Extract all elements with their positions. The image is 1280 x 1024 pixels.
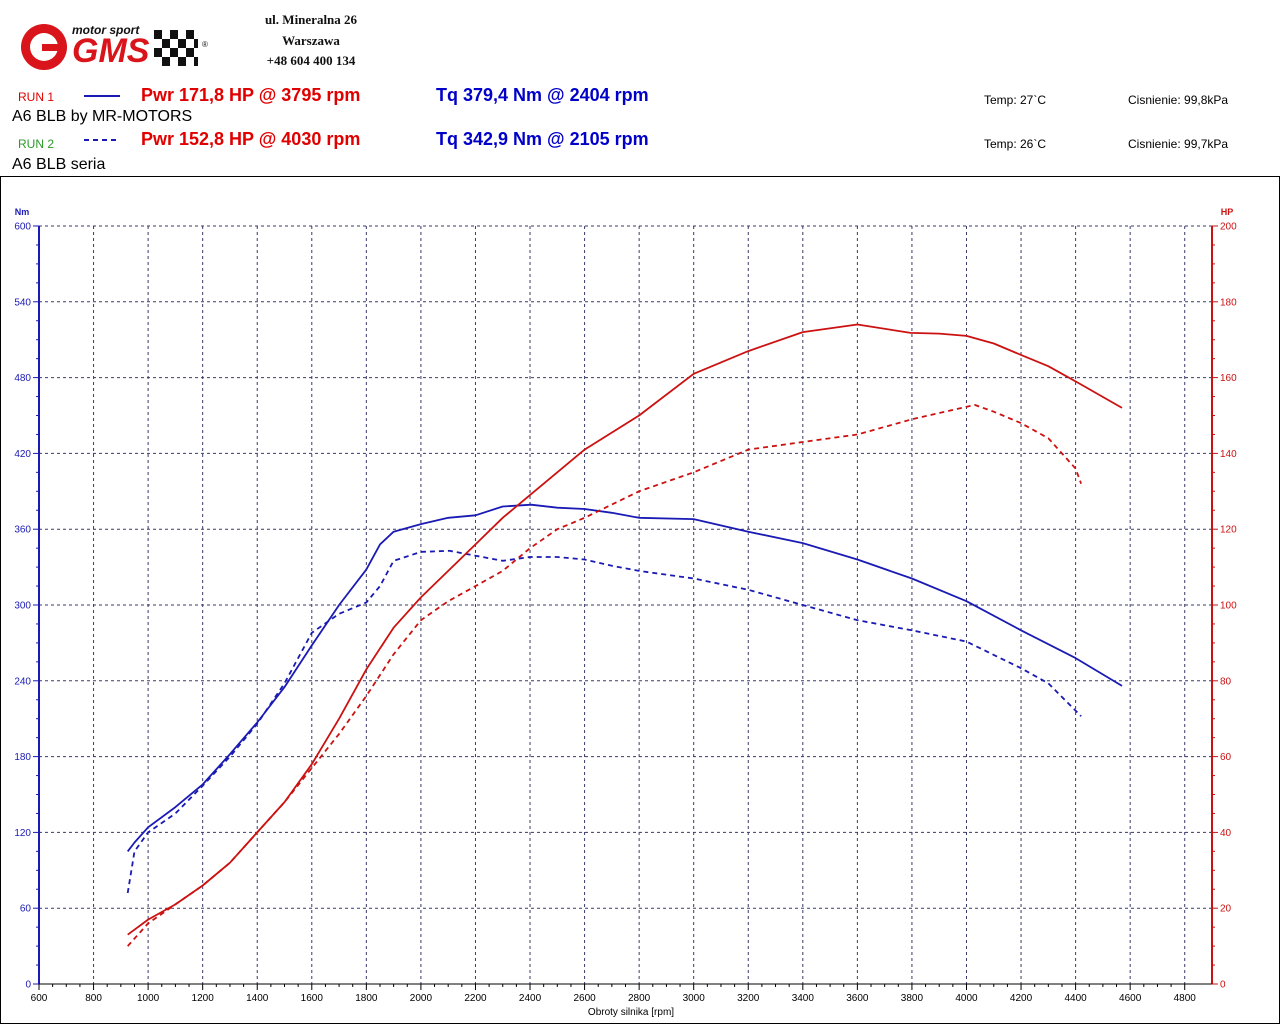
run2-label: RUN 2 [18,137,55,151]
run2-power-line [127,403,1082,947]
x-tick-label: 4000 [955,993,978,1004]
y-right-tick-label: 60 [1220,752,1232,763]
x-tick-label: 800 [85,993,102,1004]
logo-main-text: GMS [72,32,150,70]
chart-axes: 0601201802403003604204805406000204060801… [14,222,1237,1005]
x-tick-label: 2600 [573,993,596,1004]
address-city: Warszawa [282,32,340,48]
x-tick-label: 4800 [1174,993,1197,1004]
y-left-tick-label: 480 [14,373,31,384]
y-left-tick-label: 600 [14,222,31,233]
address-street: ul. Mineralna 26 [264,12,358,27]
checkered-flag-icon [154,30,198,66]
run1-temperature: Temp: 27`C [984,93,1047,107]
x-tick-label: 1800 [355,993,378,1004]
y-right-tick-label: 0 [1220,980,1226,991]
x-tick-label: 2400 [519,993,542,1004]
run1-name: A6 BLB by MR-MOTORS [12,108,193,125]
y-left-tick-label: 240 [14,676,31,687]
run1-torque-peak: Tq 379,4 Nm @ 2404 rpm [436,85,649,105]
chart-grid [39,225,1212,984]
y-right-tick-label: 160 [1220,373,1237,384]
x-tick-label: 1200 [192,993,215,1004]
x-tick-label: 4600 [1119,993,1142,1004]
run2-legend-line [84,139,120,141]
x-tick-label: 2000 [410,993,433,1004]
dyno-chart: 0601201802403003604204805406000204060801… [0,176,1280,1024]
y-right-tick-label: 100 [1220,601,1237,612]
y-left-tick-label: 300 [14,601,31,612]
y-right-tick-label: 120 [1220,525,1237,536]
x-tick-label: 600 [31,993,48,1004]
logo-top-text: motor sport [72,23,140,37]
y-left-tick-label: 180 [14,752,31,763]
run1-power-peak: Pwr 171,8 HP @ 3795 rpm [141,85,361,105]
address-phone: +48 604 400 134 [266,53,356,68]
x-tick-label: 2200 [464,993,487,1004]
x-tick-label: 3200 [737,993,760,1004]
y-left-tick-label: 540 [14,297,31,308]
x-tick-label: 1000 [137,993,160,1004]
run1-legend-line [84,95,120,97]
x-tick-label: 3800 [901,993,924,1004]
registered-mark: ® [202,40,208,49]
y-right-tick-label: 40 [1220,828,1232,839]
x-tick-label: 2800 [628,993,651,1004]
chart-series [126,323,1123,947]
run1-torque-line [126,503,1123,852]
y-left-tick-label: 360 [14,525,31,536]
y-right-tick-label: 200 [1220,222,1237,233]
x-tick-label: 3600 [846,993,869,1004]
y-left-tick-label: 60 [20,904,32,915]
run2-pressure: Cisnienie: 99,7kPa [1128,137,1229,151]
run1-label: RUN 1 [18,90,55,104]
x-tick-label: 4400 [1064,993,1087,1004]
y-left-tick-label: 120 [14,828,31,839]
x-tick-label: 1600 [301,993,324,1004]
run2-torque-peak: Tq 342,9 Nm @ 2105 rpm [436,129,649,149]
gms-logo: GMS motor sport ® [21,23,208,70]
x-axis-label: Obroty silnika [rpm] [588,1007,674,1018]
run2-power-peak: Pwr 152,8 HP @ 4030 rpm [141,129,361,149]
y-left-tick-label: 0 [25,980,31,991]
y-axis-right-label: HP [1221,207,1234,217]
x-tick-label: 4200 [1010,993,1033,1004]
y-left-tick-label: 420 [14,449,31,460]
run2-name: A6 BLB seria [12,156,106,173]
address-block: ul. Mineralna 26 Warszawa +48 604 400 13… [240,10,382,72]
run1-pressure: Cisnienie: 99,8kPa [1128,93,1229,107]
y-axis-left-label: Nm [15,207,30,217]
chart-border [0,176,1280,1024]
y-right-tick-label: 20 [1220,904,1232,915]
y-right-tick-label: 80 [1220,676,1232,687]
y-right-tick-label: 140 [1220,449,1237,460]
y-right-tick-label: 180 [1220,297,1237,308]
x-tick-label: 1400 [246,993,269,1004]
x-tick-label: 3400 [792,993,815,1004]
run2-torque-line [126,549,1082,894]
x-tick-label: 3000 [683,993,706,1004]
run2-temperature: Temp: 26`C [984,137,1047,151]
